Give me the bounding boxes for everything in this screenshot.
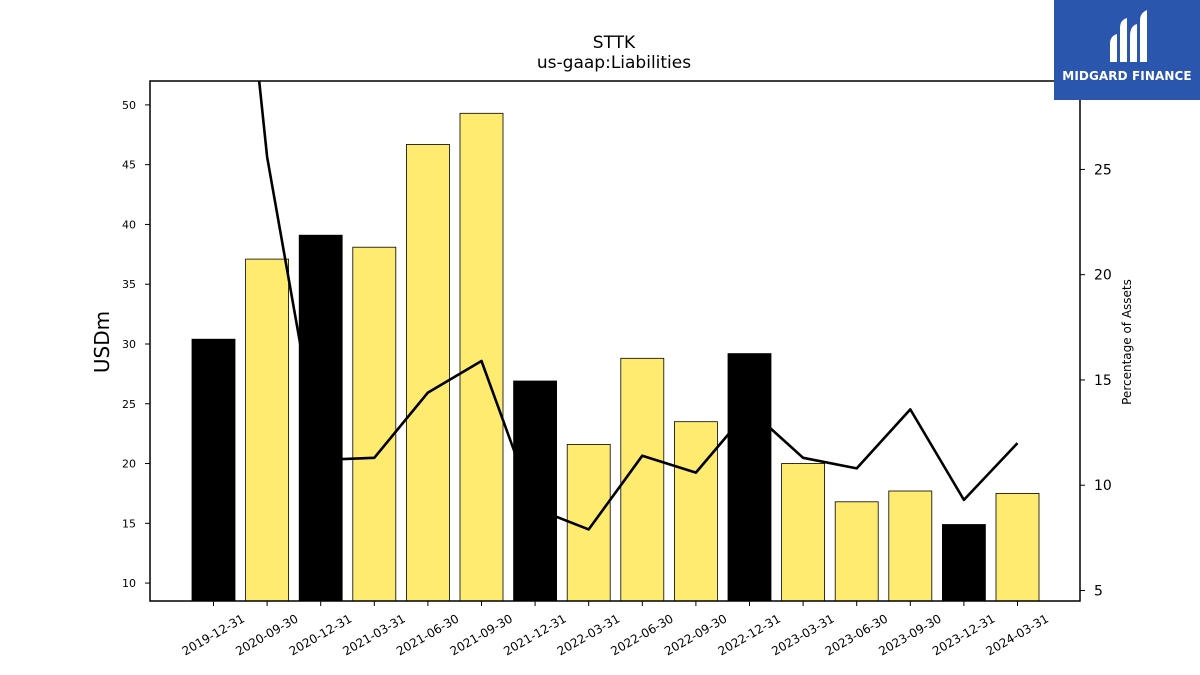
brand-name: MIDGARD FINANCE — [1062, 69, 1192, 83]
bars-group — [191, 112, 1040, 602]
y-tick-label: 45 — [122, 159, 136, 172]
bar — [352, 246, 397, 602]
y2-tick-label: 15 — [1094, 373, 1112, 389]
y-axis-ticks: 10 15 20 25 30 35 40 45 50 — [122, 99, 150, 590]
y-tick-label: 25 — [122, 398, 136, 411]
bar — [191, 338, 236, 602]
chart-subtitle: us-gaap:Liabilities — [537, 53, 691, 73]
line-group — [257, 81, 1019, 531]
bar — [834, 501, 879, 602]
brand-logo: MIDGARD FINANCE — [1054, 0, 1200, 100]
bar — [620, 357, 665, 602]
x-axis-ticks: 2019-12-312020-09-302020-12-312021-03-31… — [180, 601, 1051, 658]
y2-axis-label: Percentage of Assets — [1120, 279, 1134, 405]
bar — [942, 524, 986, 602]
bar — [459, 112, 504, 602]
y2-tick-label: 10 — [1094, 478, 1112, 494]
bar — [995, 492, 1040, 602]
bar — [513, 380, 557, 602]
bar — [674, 421, 718, 602]
bar — [888, 490, 933, 602]
chart-title: STTK — [593, 33, 636, 53]
bar — [781, 463, 825, 602]
y2-tick-label: 20 — [1094, 268, 1112, 284]
bar — [405, 143, 450, 602]
y-tick-label: 40 — [122, 218, 136, 231]
y-tick-label: 10 — [122, 577, 136, 590]
plot-frame — [149, 80, 1081, 602]
y-tick-label: 20 — [122, 458, 136, 471]
y2-tick-label: 5 — [1094, 583, 1103, 599]
midgard-logo-icon — [1110, 10, 1147, 62]
y2-tick-label: 25 — [1094, 162, 1112, 178]
y-tick-label: 35 — [122, 278, 136, 291]
y-tick-label: 50 — [122, 99, 136, 112]
y-tick-label: 15 — [122, 517, 136, 530]
bar — [245, 258, 290, 602]
y-axis-label: USDm — [90, 311, 114, 373]
bar — [727, 353, 772, 602]
y-tick-label: 30 — [122, 338, 136, 351]
y2-axis-ticks: 5 10 15 20 25 — [1080, 162, 1112, 599]
bar — [298, 234, 343, 602]
series-line — [257, 81, 1019, 531]
